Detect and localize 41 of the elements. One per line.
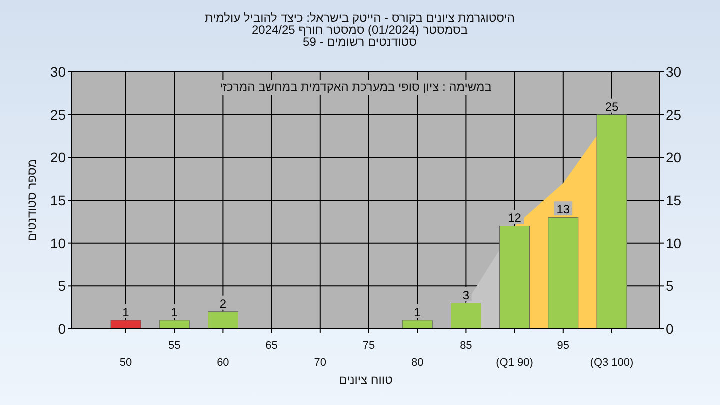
bar (402, 320, 433, 330)
data-label: 1 (414, 305, 422, 320)
x-tick-label: 70 (314, 357, 327, 369)
y-tick-label: 15 (50, 192, 66, 208)
y-tick-label: 30 (50, 64, 66, 80)
y2-tick-label: 10 (666, 235, 682, 252)
bar (159, 320, 190, 330)
x-tick-label: (Q1 90) (496, 357, 534, 369)
y2-tick-label: 25 (666, 106, 682, 123)
y2-tick-label: 20 (666, 150, 682, 166)
y-tick-label: 10 (50, 235, 66, 252)
data-label: 13 (556, 202, 570, 217)
bar (110, 320, 142, 330)
data-label: 25 (605, 100, 619, 114)
y2-tick-label: 5 (666, 278, 674, 294)
x-tick-label: 65 (266, 340, 278, 352)
data-label: 3 (462, 288, 470, 302)
annotation: במשימה : ציון סופי במערכת האקדמית במחשב המרכזי (220, 80, 492, 94)
x-tick-label: 75 (362, 340, 376, 352)
x-tick-label: (Q3 100) (590, 357, 634, 369)
y2-tick-label: 30 (666, 64, 682, 80)
data-label: 12 (508, 211, 522, 226)
y2-tick-label: 0 (666, 321, 674, 337)
y-axis-title: מספר סטודנטים (25, 159, 39, 242)
x-tick-label: 50 (120, 357, 132, 369)
x-tick-label: 85 (460, 340, 472, 352)
x-tick-label: 95 (557, 340, 570, 352)
x-axis-title: טווח ציונים (339, 373, 394, 387)
data-label: 1 (122, 305, 130, 320)
x-tick-label: 80 (411, 357, 424, 369)
y-tick-label: 0 (58, 321, 66, 337)
y-tick-label: 5 (58, 278, 66, 294)
x-tick-label: 60 (217, 357, 230, 369)
y-tick-label: 20 (50, 150, 66, 166)
data-label: 2 (220, 296, 227, 311)
x-tick-label: 55 (168, 340, 181, 352)
y2-tick-label: 15 (666, 192, 682, 208)
chart-title: היסטוגרמת ציונים בקורס - הייטק בישראל: כיצד להוביל עולמית בסמסטר (01/2024) סמסטר חורף 2024/25 סטודנטים רשומים - 59 (204, 11, 516, 49)
data-label: 1 (171, 305, 178, 320)
y-tick-label: 25 (50, 106, 66, 123)
bar (208, 312, 238, 330)
